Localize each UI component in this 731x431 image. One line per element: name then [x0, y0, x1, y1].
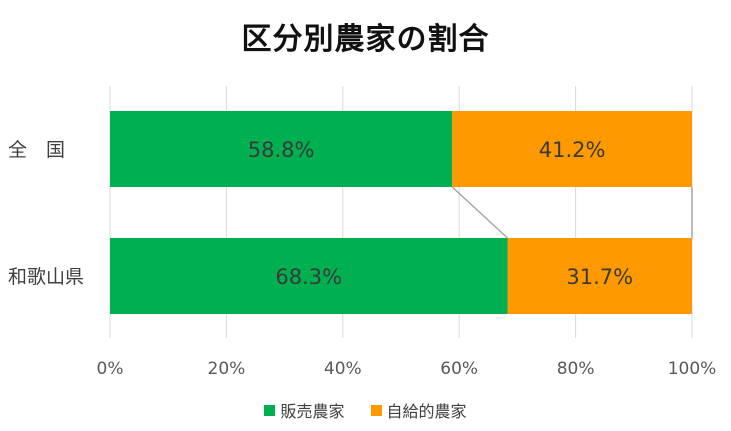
legend-item: 販売農家	[264, 398, 345, 422]
category-label: 和歌山県	[8, 266, 84, 288]
x-tick-label: 0%	[97, 359, 124, 379]
x-tick-label: 40%	[324, 359, 362, 379]
bar-segment	[110, 111, 453, 187]
legend-swatch	[264, 404, 276, 416]
x-tick-label: 100%	[668, 359, 717, 379]
x-tick-label: 20%	[208, 359, 246, 379]
legend-label: 販売農家	[280, 402, 345, 421]
chart-title: 区分別農家の割合	[241, 22, 490, 57]
data-label: 31.7%	[566, 265, 633, 289]
data-label: 58.8%	[248, 138, 315, 162]
category-label: 全 国	[8, 139, 65, 161]
bar-segment	[507, 238, 692, 314]
x-tick-label: 80%	[557, 359, 595, 379]
data-label: 41.2%	[539, 138, 606, 162]
series-lines	[451, 186, 693, 239]
series-line	[451, 186, 509, 239]
legend-swatch	[370, 404, 382, 416]
bar-segment	[110, 238, 508, 314]
legend-item: 自給的農家	[370, 398, 467, 422]
bar-segment	[452, 111, 692, 187]
x-tick-label: 60%	[440, 359, 478, 379]
data-label: 68.3%	[275, 265, 342, 289]
bars: 58.8% 41.2% 68.3% 31.7%	[110, 111, 692, 314]
x-axis-tick-labels: 0% 20% 40% 60% 80% 100%	[97, 359, 717, 379]
legend: 販売農家 自給的農家	[0, 398, 731, 422]
legend-label: 自給的農家	[386, 402, 467, 421]
